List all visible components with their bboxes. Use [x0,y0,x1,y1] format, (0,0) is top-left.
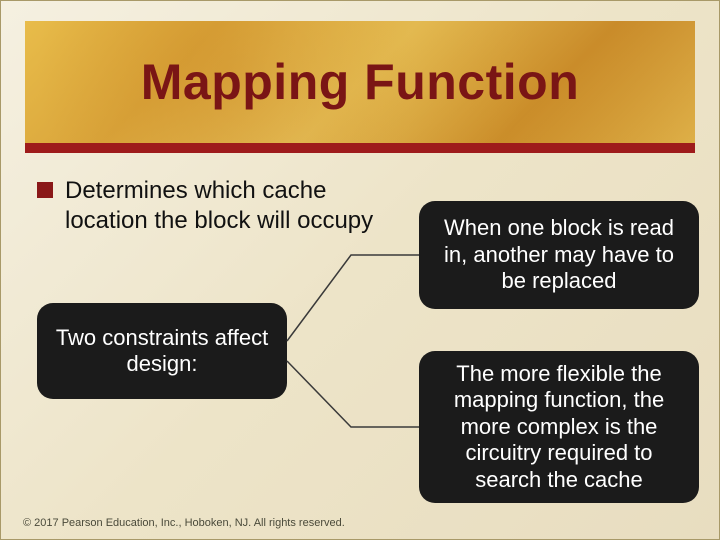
flexibility-box-text: The more flexible the mapping function, … [435,361,683,493]
replacement-box: When one block is read in, another may h… [419,201,699,309]
slide: Mapping Function Determines which cache … [0,0,720,540]
bullet-text: Determines which cache location the bloc… [65,176,407,236]
bullet-item: Determines which cache location the bloc… [37,176,407,236]
bullet-square-icon [37,182,53,198]
constraints-box-text: Two constraints affect design: [53,325,271,378]
title-band: Mapping Function [25,21,695,153]
flexibility-box: The more flexible the mapping function, … [419,351,699,503]
constraints-box: Two constraints affect design: [37,303,287,399]
replacement-box-text: When one block is read in, another may h… [435,215,683,294]
slide-title: Mapping Function [141,53,579,111]
copyright-footer: © 2017 Pearson Education, Inc., Hoboken,… [23,517,345,529]
